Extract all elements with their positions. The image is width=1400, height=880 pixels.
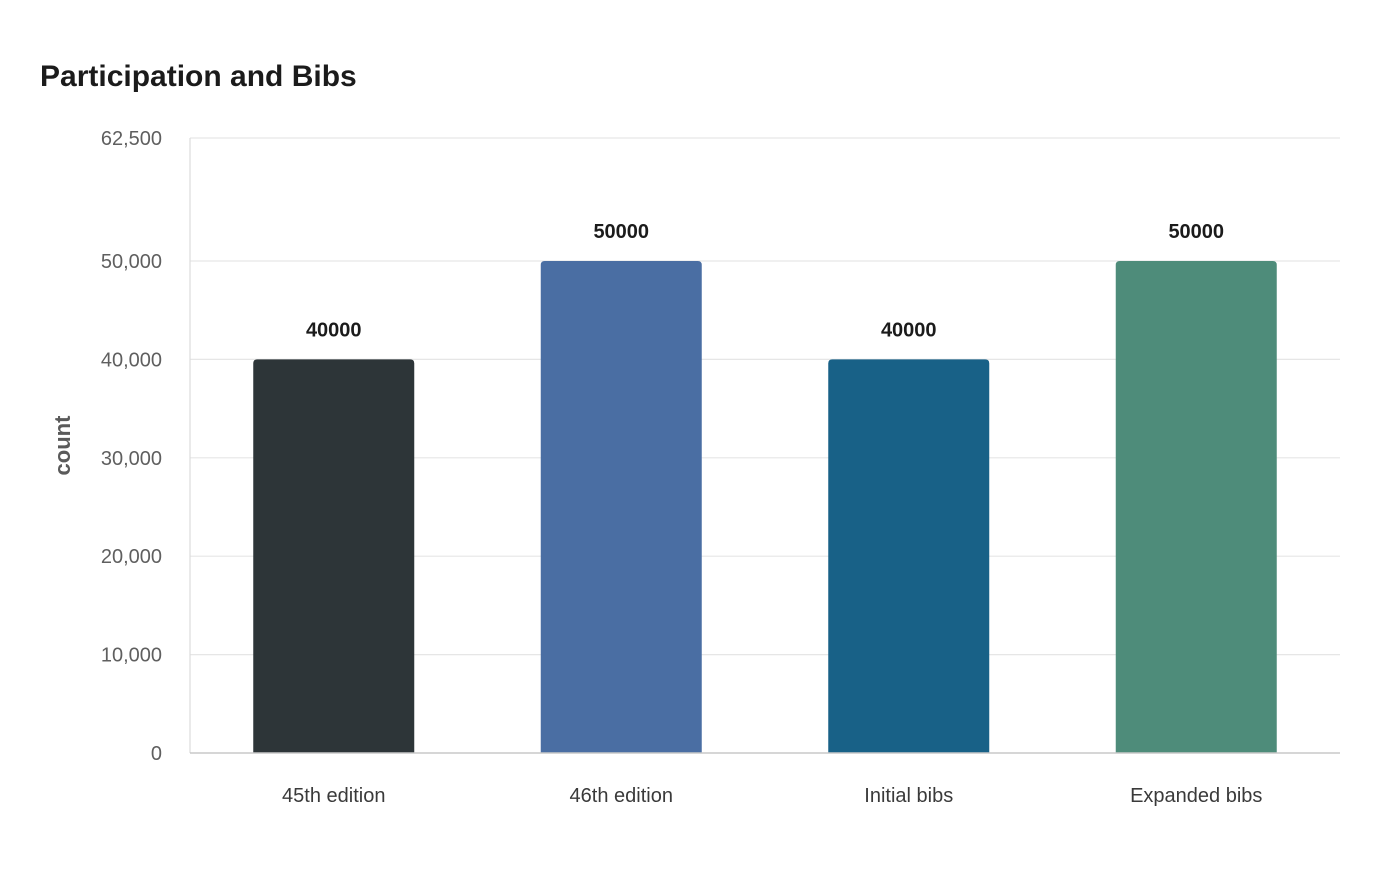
y-tick-label: 50,000 — [101, 251, 162, 273]
bar — [540, 261, 702, 753]
bar — [1115, 261, 1277, 753]
data-label: 50000 — [1168, 221, 1224, 243]
y-tick-label: 20,000 — [101, 546, 162, 568]
bar — [828, 359, 990, 753]
y-tick-label: 10,000 — [101, 645, 162, 667]
y-tick-label: 62,500 — [101, 128, 162, 150]
chart-title: Participation and Bibs — [40, 60, 357, 93]
y-axis-label: count — [50, 415, 75, 476]
x-tick-label: 45th edition — [282, 785, 385, 807]
x-tick-label: Initial bibs — [864, 785, 953, 807]
bar — [253, 359, 415, 753]
y-tick-label: 0 — [151, 743, 162, 765]
data-label: 50000 — [593, 221, 649, 243]
x-tick-label: 46th edition — [570, 785, 673, 807]
y-tick-label: 40,000 — [101, 349, 162, 371]
data-label: 40000 — [881, 319, 937, 341]
data-label: 40000 — [306, 319, 362, 341]
y-tick-label: 30,000 — [101, 448, 162, 470]
x-tick-label: Expanded bibs — [1130, 785, 1262, 807]
